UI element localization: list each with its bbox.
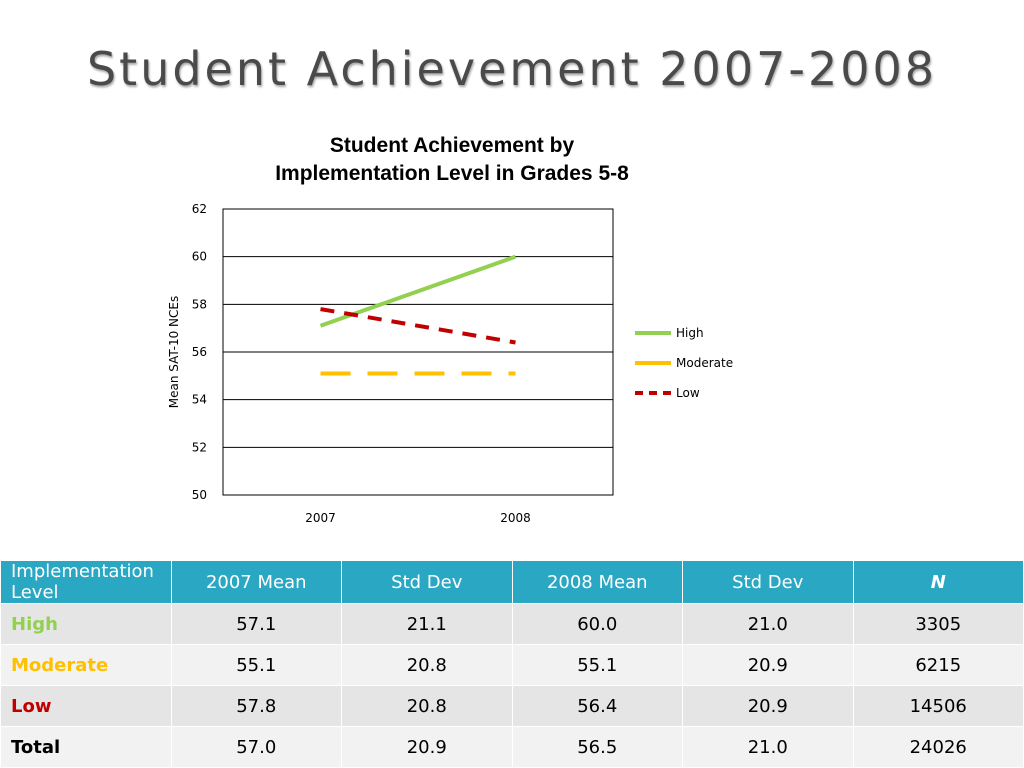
cell-2008-mean: 60.0 (511, 603, 683, 645)
col-header-level: Implementation Level (0, 560, 172, 604)
y-tick-label: 60 (192, 250, 207, 264)
cell-n: 14506 (852, 685, 1024, 727)
cell-2008-sd: 21.0 (682, 726, 854, 768)
x-tick-label: 2008 (500, 511, 531, 525)
cell-2008-mean: 55.1 (511, 644, 683, 686)
y-tick-label: 56 (192, 345, 207, 359)
cell-2007-mean: 57.0 (170, 726, 342, 768)
cell-2007-sd: 21.1 (341, 603, 513, 645)
y-tick-label: 62 (192, 202, 207, 216)
y-tick-label: 54 (192, 393, 207, 407)
table-row: Low 57.8 20.8 56.4 20.9 14506 (0, 685, 1024, 727)
cell-n: 6215 (852, 644, 1024, 686)
cell-2008-sd: 21.0 (682, 603, 854, 645)
legend-label-low: Low (676, 386, 700, 400)
series-lines (319, 254, 517, 376)
row-level-low: Low (0, 685, 172, 727)
cell-2008-sd: 20.9 (682, 685, 854, 727)
chart-title-line-1: Student Achievement by (329, 134, 575, 157)
table-row: Total 57.0 20.9 56.5 21.0 24026 (0, 726, 1024, 768)
table-row: Moderate 55.1 20.8 55.1 20.9 6215 (0, 644, 1024, 686)
cell-n: 3305 (852, 603, 1024, 645)
legend: High Moderate Low (635, 326, 733, 400)
cell-n: 24026 (852, 726, 1024, 768)
cell-2008-mean: 56.5 (511, 726, 683, 768)
cell-2007-sd: 20.8 (341, 685, 513, 727)
y-tick-label: 58 (192, 297, 207, 311)
chart-title-line-2: Implementation Level in Grades 5-8 (275, 162, 629, 185)
cell-2007-mean: 57.1 (170, 603, 342, 645)
row-level-moderate: Moderate (0, 644, 172, 686)
y-tick-label: 52 (192, 440, 207, 454)
cell-2008-sd: 20.9 (682, 644, 854, 686)
series-line-low (320, 307, 516, 345)
legend-label-high: High (676, 326, 704, 340)
cell-2007-mean: 57.8 (170, 685, 342, 727)
y-tick-label: 50 (192, 488, 207, 502)
cell-2007-sd: 20.9 (341, 726, 513, 768)
line-chart: 50 52 54 56 58 60 62 2007 2008 Mean SAT-10 NCEs… (167, 202, 733, 525)
cell-2007-mean: 55.1 (170, 644, 342, 686)
table-row: High 57.1 21.1 60.0 21.0 3305 (0, 603, 1024, 645)
plot-frame (222, 208, 614, 496)
chart-title: Student Achievement by Implementation Le… (222, 132, 682, 188)
legend-label-moderate: Moderate (676, 356, 733, 370)
col-header-2007-sd: Std Dev (341, 560, 513, 604)
row-level-total: Total (0, 726, 172, 768)
col-header-2008-sd: Std Dev (682, 560, 854, 604)
x-tick-label: 2007 (305, 511, 336, 525)
y-axis-label: Mean SAT-10 NCEs (167, 296, 181, 408)
row-level-high: High (0, 603, 172, 645)
results-table: Implementation Level 2007 Mean Std Dev 2… (0, 560, 1024, 768)
grid-lines (223, 208, 613, 496)
col-header-n: N (852, 560, 1024, 604)
cell-2008-mean: 56.4 (511, 685, 683, 727)
col-header-2008-mean: 2008 Mean (511, 560, 683, 604)
y-axis-ticks: 50 52 54 56 58 60 62 (192, 202, 207, 502)
cell-2007-sd: 20.8 (341, 644, 513, 686)
col-header-2007-mean: 2007 Mean (170, 560, 342, 604)
slide-title: Student Achievement 2007-2008 (86, 42, 938, 96)
x-axis-ticks: 2007 2008 (305, 511, 531, 525)
table-header-row: Implementation Level 2007 Mean Std Dev 2… (0, 560, 1024, 604)
